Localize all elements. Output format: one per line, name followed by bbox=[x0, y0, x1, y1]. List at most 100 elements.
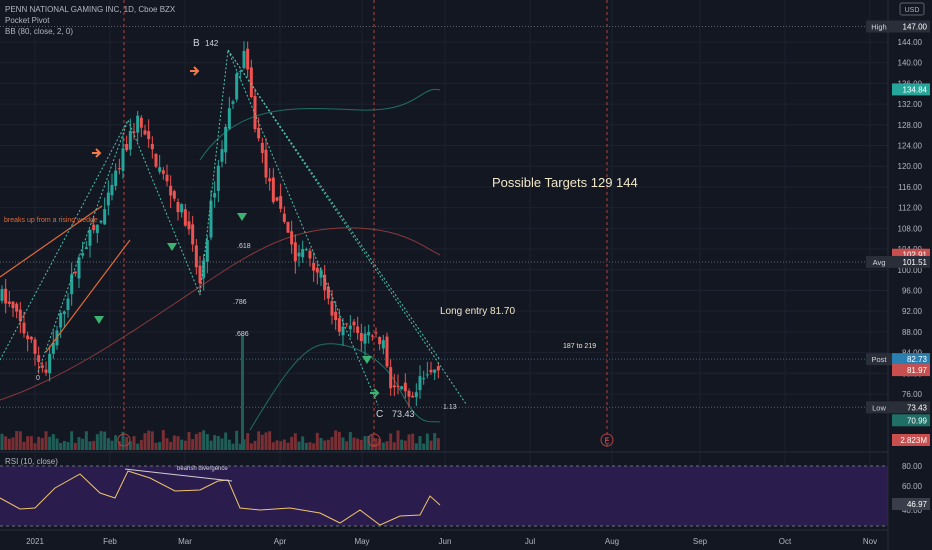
volume-bar-168 bbox=[308, 442, 312, 450]
price-label-5: 81.97 bbox=[907, 366, 928, 375]
candle-body-184 bbox=[337, 318, 341, 332]
volume-bar-66 bbox=[121, 431, 125, 450]
volume-bar-188 bbox=[345, 441, 349, 450]
candle-body-140 bbox=[257, 127, 261, 139]
candle-body-164 bbox=[301, 248, 305, 258]
candle-body-6 bbox=[11, 301, 15, 309]
wave-path bbox=[37, 48, 379, 406]
price-label-2: 102.91 bbox=[903, 251, 928, 260]
time-axis[interactable]: 2021 Feb Mar Apr May Jun Jul Aug Sep Oct Nov bbox=[0, 529, 888, 546]
volume-bar-172 bbox=[315, 432, 319, 450]
bearish-divergence-line bbox=[124, 468, 233, 482]
candle-body-150 bbox=[275, 197, 279, 201]
volume-bar-238 bbox=[436, 438, 440, 450]
x-tick-5: Jun bbox=[439, 537, 452, 546]
volume-bar-178 bbox=[326, 439, 330, 450]
volume-bar-118 bbox=[216, 436, 220, 450]
candle-body-118 bbox=[216, 165, 220, 191]
candle-body-16 bbox=[29, 336, 33, 340]
legend-pocket-pivot[interactable]: Pocket Pivot bbox=[5, 16, 50, 25]
bb-lower bbox=[249, 343, 441, 431]
candle-body-230 bbox=[422, 378, 426, 380]
candle-body-106 bbox=[194, 245, 198, 268]
candle-body-26 bbox=[48, 353, 52, 374]
price-label-1: 134.84 bbox=[903, 85, 928, 94]
candle-body-158 bbox=[290, 231, 294, 245]
candle-body-216 bbox=[396, 385, 400, 387]
candle-body-108 bbox=[198, 265, 202, 284]
candle-body-104 bbox=[191, 224, 195, 245]
volume-bar-146 bbox=[268, 431, 272, 450]
rsi-tick-2: 40.00 bbox=[902, 506, 923, 515]
candle-body-54 bbox=[99, 220, 103, 223]
pocket-pivot-marker-0 bbox=[94, 316, 104, 324]
volume-bar-68 bbox=[125, 437, 129, 450]
volume-bars bbox=[0, 335, 440, 450]
volume-bar-4 bbox=[7, 438, 11, 450]
y-tick-1: 140.00 bbox=[898, 59, 923, 68]
volume-bar-234 bbox=[429, 440, 433, 450]
volume-bar-198 bbox=[363, 436, 367, 450]
candle-body-186 bbox=[341, 326, 345, 336]
candle-body-238 bbox=[436, 366, 440, 371]
candle-body-232 bbox=[425, 374, 429, 376]
volume-bar-218 bbox=[400, 439, 404, 450]
volume-bar-72 bbox=[132, 436, 136, 450]
volume-bar-14 bbox=[26, 436, 30, 450]
wave-b-label: B bbox=[193, 38, 200, 49]
candle-body-122 bbox=[224, 126, 228, 153]
volume-bar-76 bbox=[139, 439, 143, 450]
downtrend-line-2 bbox=[227, 49, 441, 361]
candle-body-200 bbox=[367, 332, 371, 336]
x-tick-3: Apr bbox=[274, 537, 287, 546]
legend-symbol[interactable]: PENN NATIONAL GAMING INC, 1D, Cboe BZX bbox=[5, 5, 176, 14]
volume-bar-62 bbox=[114, 435, 118, 450]
price-axis[interactable]: USD144.00140.00136.00132.00128.00124.001… bbox=[866, 0, 932, 550]
candle-body-172 bbox=[315, 267, 319, 273]
pocket-pivot-marker-1 bbox=[167, 243, 177, 251]
volume-bar-94 bbox=[172, 435, 176, 450]
earnings-label: E bbox=[604, 437, 609, 446]
price-tag-bg-3 bbox=[866, 255, 892, 268]
volume-bar-176 bbox=[323, 440, 327, 450]
y-tick-11: 100.00 bbox=[898, 266, 923, 275]
candle-body-60 bbox=[110, 184, 114, 196]
volume-bar-156 bbox=[286, 442, 290, 450]
pocket-pivot-marker-2 bbox=[237, 213, 247, 221]
currency-label: USD bbox=[905, 7, 920, 14]
price-tag-0: High bbox=[871, 22, 886, 31]
candle-body-206 bbox=[378, 336, 382, 345]
candle-body-120 bbox=[220, 149, 224, 162]
volume-bar-138 bbox=[253, 440, 257, 450]
candle-body-154 bbox=[282, 213, 286, 222]
volume-bar-196 bbox=[359, 439, 363, 450]
legend-bollinger[interactable]: BB (80, close, 2, 0) bbox=[5, 27, 74, 36]
volume-bar-36 bbox=[66, 442, 70, 450]
y-tick-6: 120.00 bbox=[898, 162, 923, 171]
candle-body-40 bbox=[73, 271, 77, 274]
candle-body-128 bbox=[235, 73, 239, 100]
volume-bar-2 bbox=[4, 436, 8, 450]
rsi-tick-1: 60.00 bbox=[902, 482, 923, 491]
volume-bar-170 bbox=[312, 443, 316, 450]
volume-bar-236 bbox=[433, 433, 437, 450]
y-tick-0: 144.00 bbox=[898, 38, 923, 47]
candle-body-18 bbox=[33, 339, 37, 354]
volume-bar-152 bbox=[279, 441, 283, 450]
currency-box bbox=[899, 2, 925, 16]
candle-body-220 bbox=[403, 382, 407, 392]
volume-bar-58 bbox=[106, 438, 110, 450]
bollinger-bands bbox=[0, 88, 441, 431]
volume-bar-84 bbox=[154, 442, 158, 450]
candle-body-50 bbox=[92, 224, 96, 230]
volume-bar-38 bbox=[70, 431, 74, 450]
x-tick-10: Nov bbox=[863, 537, 877, 546]
price-tag-bg-4 bbox=[866, 353, 892, 366]
candle-body-210 bbox=[385, 336, 389, 367]
volume-bar-40 bbox=[73, 442, 77, 450]
candle-body-34 bbox=[62, 311, 66, 315]
y-tick-7: 116.00 bbox=[898, 183, 922, 192]
fib-618: .618 bbox=[237, 243, 251, 250]
candle-body-14 bbox=[26, 335, 30, 340]
